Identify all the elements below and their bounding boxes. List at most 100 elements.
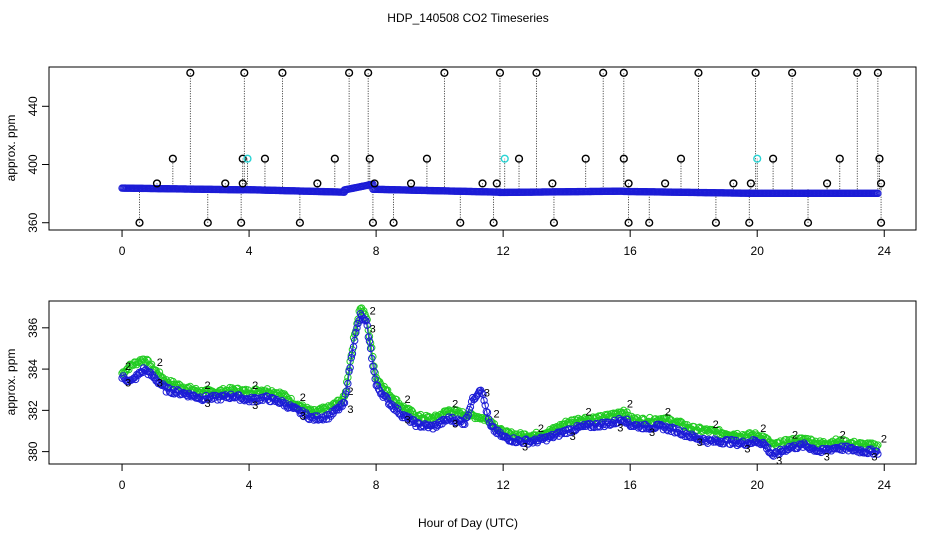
series-2-label: 2 (538, 423, 544, 435)
flag-low-point (456, 218, 465, 227)
series-3-point (609, 420, 618, 428)
series-2-point (728, 431, 737, 439)
flag-low-mid-point (492, 179, 501, 188)
series-3-point (843, 442, 851, 451)
series-2-point (516, 429, 525, 437)
series-3-point (761, 441, 770, 450)
series-3-point (362, 317, 370, 325)
series-3-point (678, 430, 687, 439)
series-3-point (319, 416, 327, 424)
series-3-point (146, 368, 155, 376)
series-3-point (608, 418, 617, 427)
1-x-tick-label: 4 (246, 478, 253, 492)
series-2-label: 2 (586, 407, 592, 419)
series-3-point (429, 425, 437, 433)
series-3-point (831, 444, 839, 453)
series-3-point (458, 420, 467, 429)
x-axis-label: Hour of Day (UTC) (418, 516, 518, 530)
flag-low-mid-point (729, 179, 738, 188)
series-3-point (128, 375, 136, 384)
0-x-tick-label: 20 (751, 244, 765, 258)
1-y-tick-label: 382 (26, 400, 40, 420)
series-3-point (683, 432, 691, 441)
series-3-point (757, 440, 765, 449)
series-3-point (137, 367, 146, 376)
calibration-point (500, 154, 509, 163)
flag-high-point (532, 68, 541, 77)
flag-high-point (873, 68, 882, 77)
series-2-point (369, 352, 377, 361)
series-3-label: 3 (452, 419, 458, 431)
flag-low-mid-point (313, 179, 322, 188)
flag-low-point (711, 218, 721, 227)
series-2-label: 2 (792, 429, 798, 441)
flag-mid-point (238, 154, 247, 163)
series-3-point (804, 443, 813, 452)
upper-y-axis: 360 400 440 (26, 96, 50, 233)
series-3-label: 3 (484, 388, 490, 400)
flag-mid-point (260, 154, 270, 163)
upper-panel-frame (48, 66, 917, 231)
series-3-label: 3 (204, 398, 210, 410)
lower-y-axis-label: approx. ppm (4, 349, 18, 416)
flag-high-point (345, 68, 354, 77)
series-3-point (484, 415, 493, 423)
series-3-point (799, 443, 807, 451)
flag-high-point (278, 68, 287, 77)
series-3-point (295, 406, 303, 414)
flag-high-point (186, 68, 195, 77)
series-2-label: 2 (760, 423, 766, 435)
0-x-tick-label: 12 (496, 244, 510, 258)
series-3-point (348, 350, 357, 358)
flag-low-mid-point (238, 179, 247, 188)
series-3-point (350, 336, 359, 345)
series-2-point (769, 439, 778, 447)
0-x-tick-label: 8 (373, 244, 380, 258)
series-2-label: 2 (204, 380, 210, 392)
series-2-point (141, 357, 149, 365)
series-3-point (360, 314, 368, 323)
flag-mid-point (581, 154, 590, 163)
series-3-point (365, 337, 374, 345)
flag-mid-point (168, 154, 177, 163)
series-3-point (164, 384, 173, 392)
series-3-label: 3 (370, 324, 376, 336)
series-2-label: 2 (405, 394, 411, 406)
series-2-label: 2 (347, 386, 353, 398)
series-3-label: 3 (649, 427, 655, 439)
series-3-point (466, 403, 475, 411)
series-3-point (665, 423, 673, 432)
0-y-tick-label: 440 (26, 96, 40, 116)
flag-mid-point (875, 154, 884, 163)
flag-mid-point (365, 154, 374, 163)
series-2-point (143, 355, 151, 364)
series-3-point (711, 438, 720, 446)
flag-high-point (694, 68, 703, 77)
series-3-label: 3 (697, 437, 703, 449)
series-3-point (658, 422, 666, 430)
flag-low-point (745, 218, 754, 227)
flag-low-mid-point (406, 179, 416, 188)
series-3-point (347, 354, 355, 362)
series-3-point (709, 438, 718, 446)
upper-panel: 0 4 8 12 16 20 24 360 400 440 approx. ppm (4, 66, 917, 258)
0-x-tick-label: 4 (246, 244, 253, 258)
upper-y-axis-label: approx. ppm (4, 115, 18, 182)
flag-mid-point (768, 154, 778, 163)
1-x-tick-label: 12 (496, 478, 510, 492)
series-3-label: 3 (157, 377, 163, 389)
series-3-point (370, 367, 378, 376)
series-3-label: 3 (570, 431, 576, 443)
series-3-point (327, 412, 335, 420)
series-3-point (364, 333, 373, 341)
flag-low-point (876, 218, 886, 227)
1-x-tick-label: 0 (119, 478, 126, 492)
series-3-point (493, 426, 502, 434)
series-3-point (672, 425, 680, 433)
lower-y-axis: 380 382 384 386 (26, 317, 50, 462)
series-3-point (517, 437, 526, 445)
series-3-label: 3 (125, 377, 131, 389)
flag-low-mid-point (746, 179, 755, 188)
series-2-label: 2 (370, 306, 376, 318)
